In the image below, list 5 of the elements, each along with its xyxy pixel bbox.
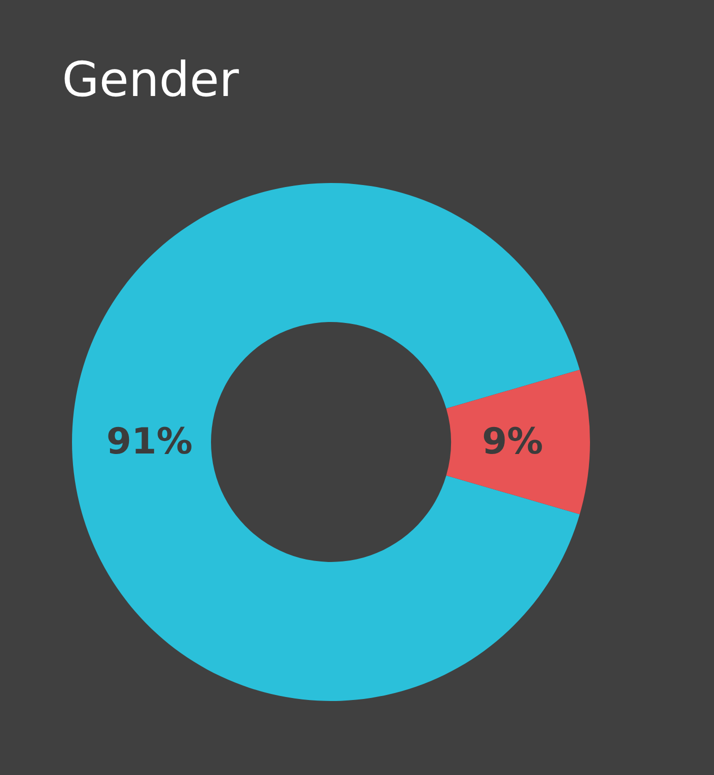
chart-title: Gender (62, 52, 239, 108)
donut-slice (72, 183, 580, 701)
donut-slice (446, 370, 590, 514)
data-label: 9% (482, 422, 544, 462)
data-label: 91% (106, 422, 193, 462)
